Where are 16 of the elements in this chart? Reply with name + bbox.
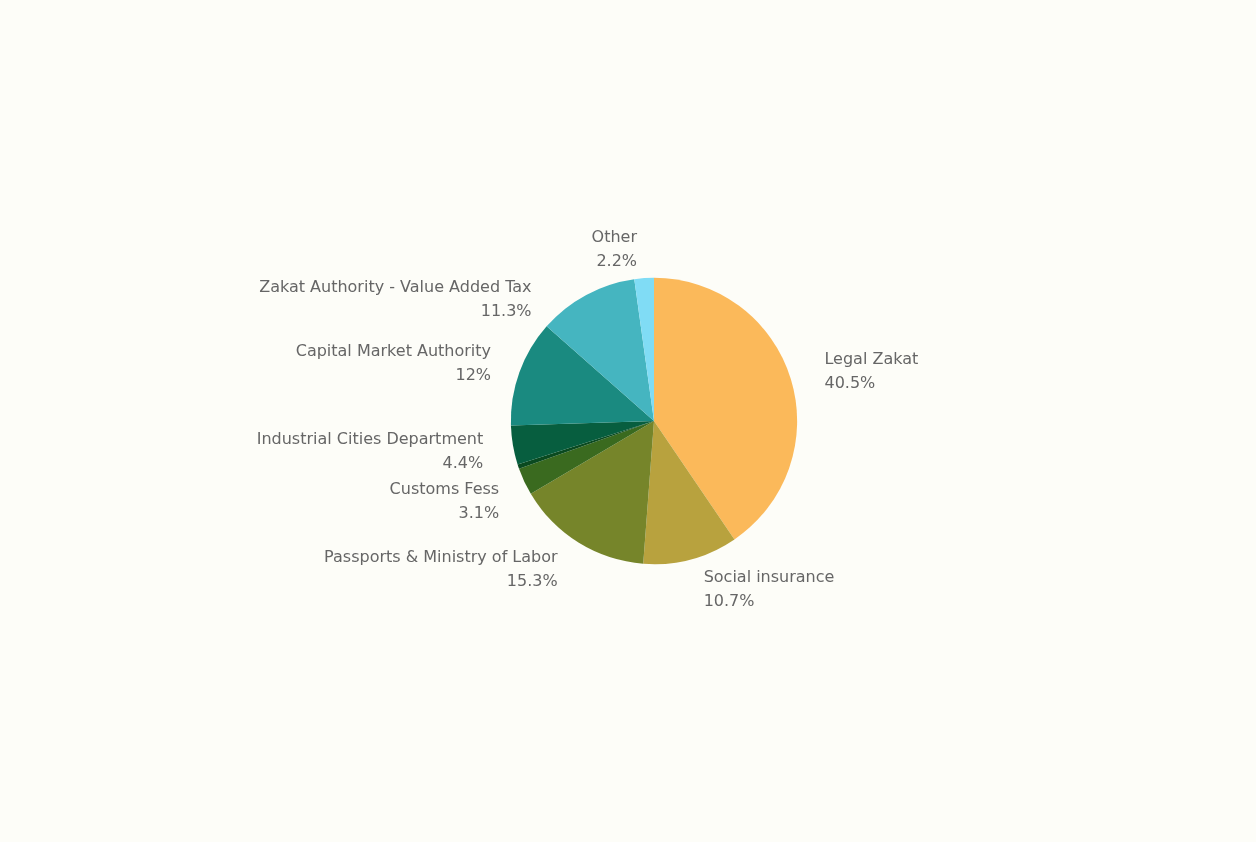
slice-label: Social insurance — [703, 566, 835, 586]
slice-label: Zakat Authority - Value Added Tax — [259, 276, 532, 296]
slice-label: Passports & Ministry of Labor — [324, 546, 559, 566]
data-label: 11.3% — [480, 300, 532, 320]
slice-label: Customs Fess — [389, 478, 500, 498]
data-label: 15.3% — [506, 570, 558, 590]
slice-label: Other — [591, 226, 638, 246]
data-label: 40.5% — [824, 372, 876, 392]
data-label: 12% — [455, 364, 492, 384]
data-label: 2.2% — [596, 250, 638, 270]
slice-label: Capital Market Authority — [295, 340, 492, 360]
data-label: 3.1% — [458, 502, 500, 522]
slice-label: Industrial Cities Department — [256, 428, 484, 448]
data-label: 4.4% — [442, 452, 484, 472]
data-label: 10.7% — [703, 590, 755, 610]
slice-label: Legal Zakat — [824, 348, 919, 368]
